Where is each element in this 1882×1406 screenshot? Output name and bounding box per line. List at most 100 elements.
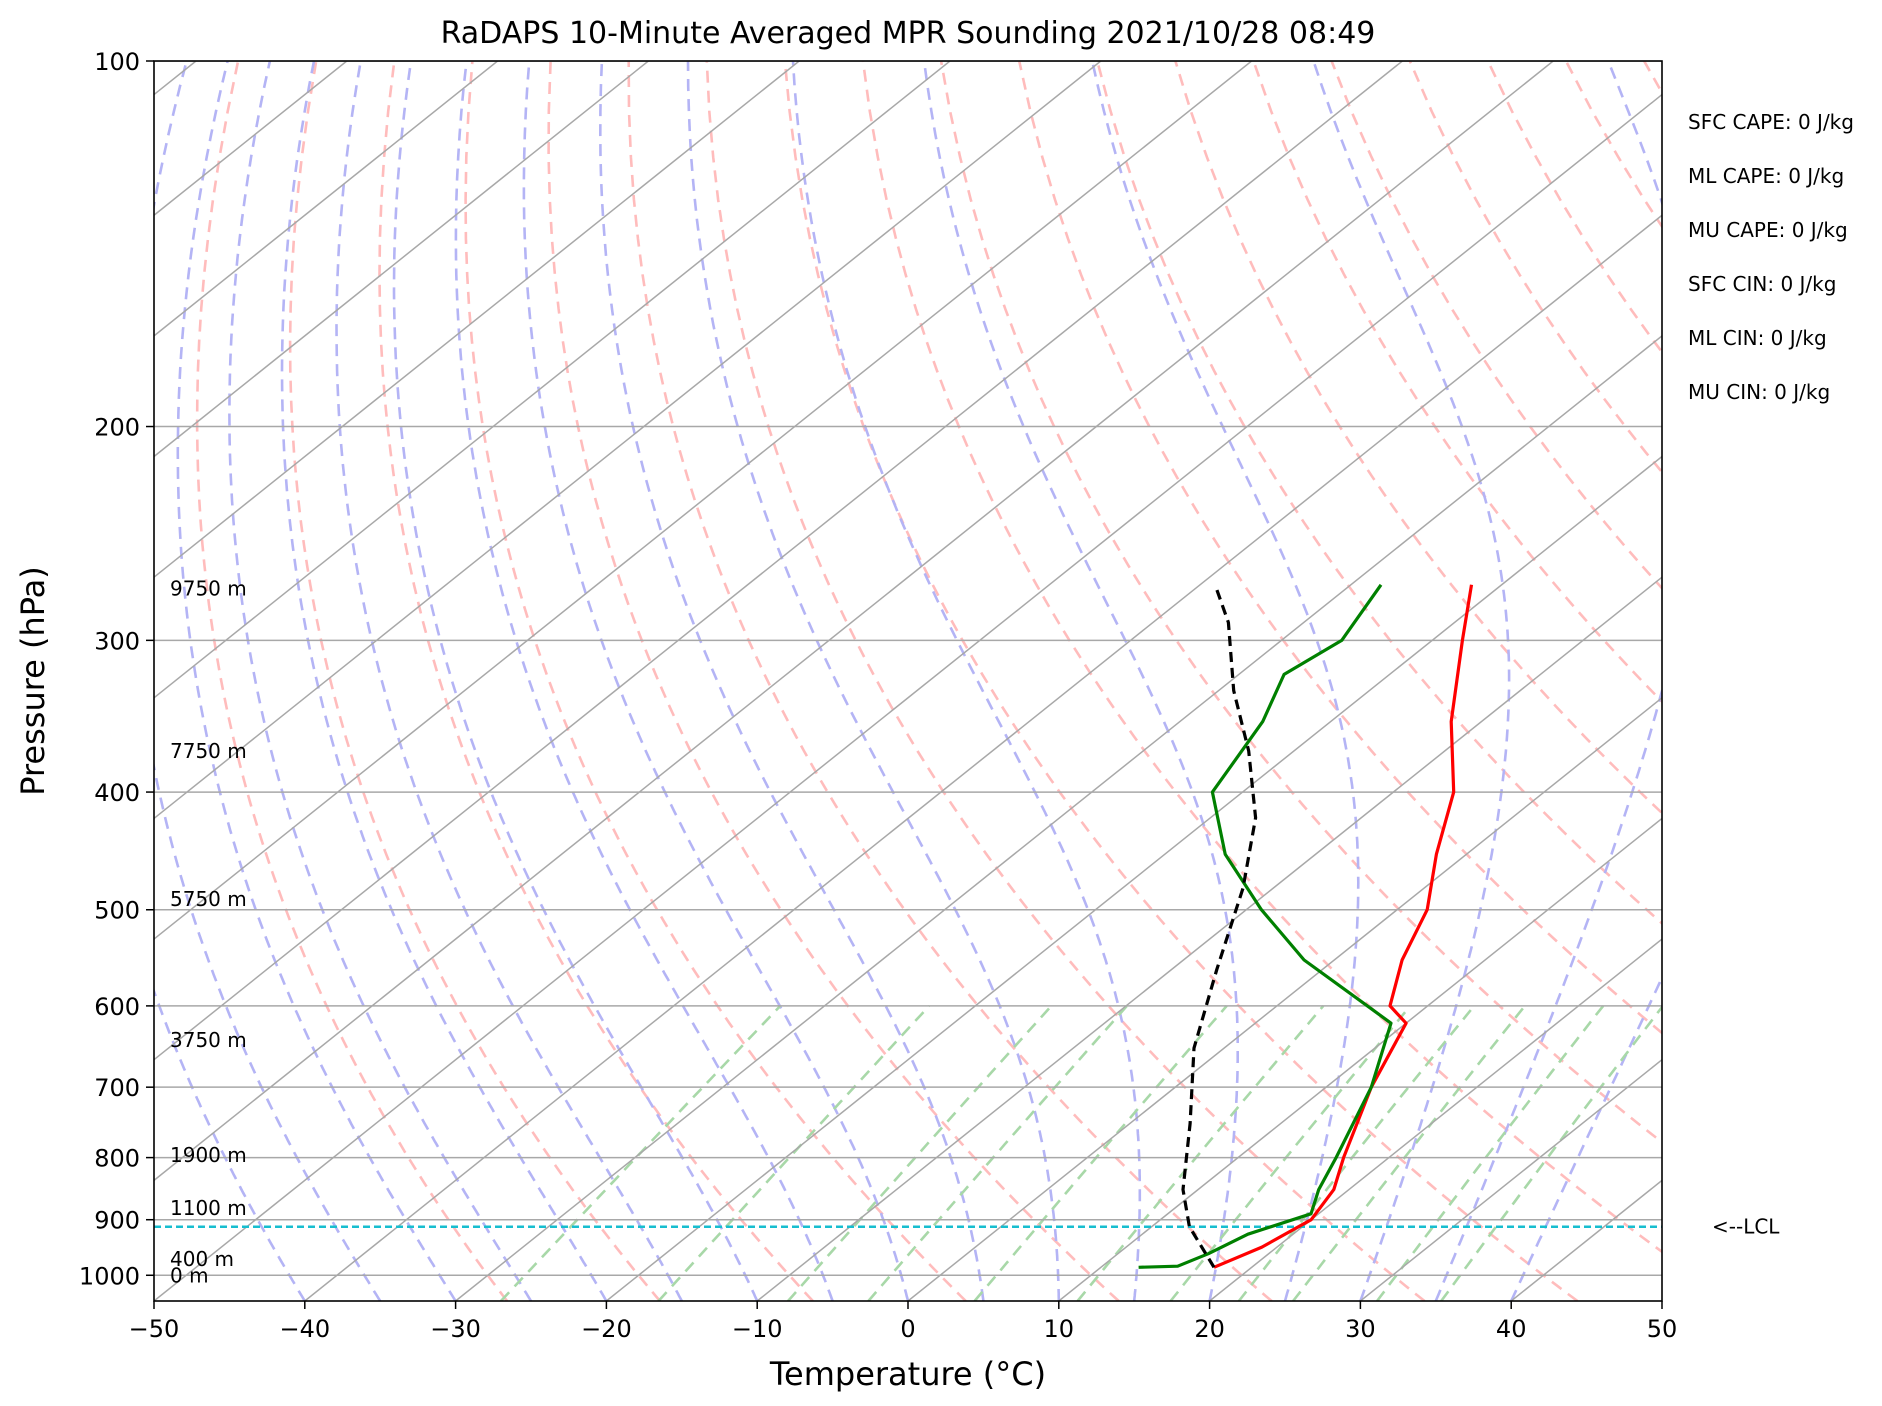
y-tick-label: 600 xyxy=(94,993,140,1021)
isotherm-line xyxy=(455,334,1662,1301)
moist-adiabat-line xyxy=(522,61,910,1301)
dry-adiabat-line xyxy=(1252,61,1662,704)
x-tick-label: −30 xyxy=(430,1315,481,1343)
chart-title: RaDAPS 10-Minute Averaged MPR Sounding 2… xyxy=(441,16,1376,51)
height-label: 1900 m xyxy=(170,1143,247,1167)
height-label: 7750 m xyxy=(170,739,247,763)
mixing-ratio-line xyxy=(973,1005,1228,1301)
moist-adiabat-line xyxy=(154,61,382,1301)
x-axis-label: Temperature (°C) xyxy=(769,1355,1046,1393)
y-tick-label: 500 xyxy=(94,897,140,925)
isotherm-line xyxy=(154,61,1253,941)
dry-adiabat-line xyxy=(1096,61,1662,926)
y-axis-label: Pressure (hPa) xyxy=(14,566,52,796)
x-tick-label: 0 xyxy=(900,1315,915,1343)
mixing-ratio-line xyxy=(657,1005,931,1301)
mixing-ratio-line xyxy=(1440,1005,1662,1301)
moist-adiabat-line xyxy=(598,61,985,1301)
y-tick-label: 100 xyxy=(94,48,140,76)
height-label: 5750 m xyxy=(170,887,247,911)
isotherm-line xyxy=(1510,1179,1662,1301)
y-tick-label: 1000 xyxy=(79,1262,140,1290)
dry-adiabat-line xyxy=(378,61,814,1301)
moist-adiabat-line xyxy=(454,61,834,1301)
isotherm-line xyxy=(154,61,1102,820)
height-label: 1100 m xyxy=(170,1196,247,1220)
mixing-ratio-line xyxy=(1292,1005,1526,1301)
x-tick-label: 10 xyxy=(1044,1315,1075,1343)
index-label: MU CIN: 0 J/kg xyxy=(1688,380,1830,404)
x-tick-label: −50 xyxy=(129,1315,180,1343)
mixing-ratio-line xyxy=(1376,1005,1605,1301)
lcl-label: <--LCL xyxy=(1712,1215,1780,1239)
index-label: MU CAPE: 0 J/kg xyxy=(1688,218,1848,242)
dry-adiabat-line xyxy=(1800,61,1882,1301)
isotherm-line xyxy=(605,455,1662,1301)
dry-adiabat-line xyxy=(195,61,509,1301)
dry-adiabat-line xyxy=(1878,61,1882,1301)
mixing-ratio-line xyxy=(1237,1005,1476,1301)
dry-adiabat-line xyxy=(1564,61,1662,229)
dry-adiabat-line xyxy=(1330,61,1662,591)
isotherm-line xyxy=(1661,1300,1662,1301)
moist-adiabat-line xyxy=(1312,61,1511,1301)
isotherm-line xyxy=(304,214,1662,1301)
dry-adiabat-line xyxy=(1486,61,1662,355)
isotherm-line xyxy=(154,61,800,579)
x-tick-label: −40 xyxy=(279,1315,330,1343)
moist-adiabat-line xyxy=(280,61,608,1301)
moist-adiabat-line xyxy=(791,61,1142,1301)
y-tick-label: 800 xyxy=(94,1145,140,1173)
y-tick-label: 700 xyxy=(94,1074,140,1102)
isotherm-line xyxy=(154,61,1554,1182)
dry-adiabat-line xyxy=(705,61,1426,1301)
x-tick-label: 40 xyxy=(1496,1315,1527,1343)
x-tick-label: 50 xyxy=(1647,1315,1678,1343)
index-label: ML CIN: 0 J/kg xyxy=(1688,326,1827,350)
isotherm-line xyxy=(1058,817,1662,1301)
moist-adiabat-line xyxy=(686,61,1061,1301)
moist-adiabat-line xyxy=(1434,61,1662,1301)
x-tick-label: −10 xyxy=(732,1315,783,1343)
isotherm-line xyxy=(756,576,1662,1301)
dry-adiabat-line xyxy=(783,61,1579,1301)
index-label: ML CAPE: 0 J/kg xyxy=(1688,164,1844,188)
height-label: 0 m xyxy=(170,1263,209,1287)
isotherm-line xyxy=(154,93,1662,1301)
isotherm-line xyxy=(154,61,348,217)
parcel-profile-line xyxy=(1181,584,1258,1269)
dry-adiabat-line xyxy=(1722,61,1882,1301)
mixing-ratio-line xyxy=(1076,1005,1325,1301)
moist-adiabat-line xyxy=(176,61,457,1301)
mixing-ratio-line xyxy=(499,1005,782,1301)
isotherm-line xyxy=(154,61,1403,1061)
moist-adiabat-line xyxy=(922,61,1239,1301)
isotherm-line xyxy=(154,61,499,337)
mixing-ratio-line xyxy=(1169,1005,1412,1301)
moist-adiabat-line xyxy=(1510,974,1662,1301)
moist-adiabat-line xyxy=(335,61,683,1301)
moist-adiabat-line xyxy=(154,987,306,1301)
index-label: SFC CAPE: 0 J/kg xyxy=(1688,110,1854,134)
y-tick-label: 900 xyxy=(94,1207,140,1235)
height-label: 3750 m xyxy=(170,1028,247,1052)
dry-adiabat-line xyxy=(464,61,967,1301)
dry-adiabat-line xyxy=(1017,61,1662,1035)
isotherm-line xyxy=(1359,1058,1662,1301)
x-tick-label: 20 xyxy=(1194,1315,1225,1343)
dry-adiabat-line xyxy=(861,61,1662,1254)
moist-adiabat-line xyxy=(228,61,533,1301)
dry-adiabat-line xyxy=(1408,61,1662,475)
dewpoint-profile-line xyxy=(1138,583,1393,1269)
moist-adiabat-line xyxy=(392,61,759,1301)
dry-adiabat-line xyxy=(1642,61,1662,96)
y-tick-label: 400 xyxy=(94,779,140,807)
isotherm-line xyxy=(907,696,1662,1301)
mixing-ratio-line xyxy=(867,1005,1128,1301)
temperature-profile-line xyxy=(1213,584,1474,1269)
height-label: 400 m xyxy=(170,1247,234,1271)
x-tick-label: 30 xyxy=(1345,1315,1376,1343)
dry-adiabat-line xyxy=(288,61,661,1301)
y-tick-label: 300 xyxy=(94,627,140,655)
